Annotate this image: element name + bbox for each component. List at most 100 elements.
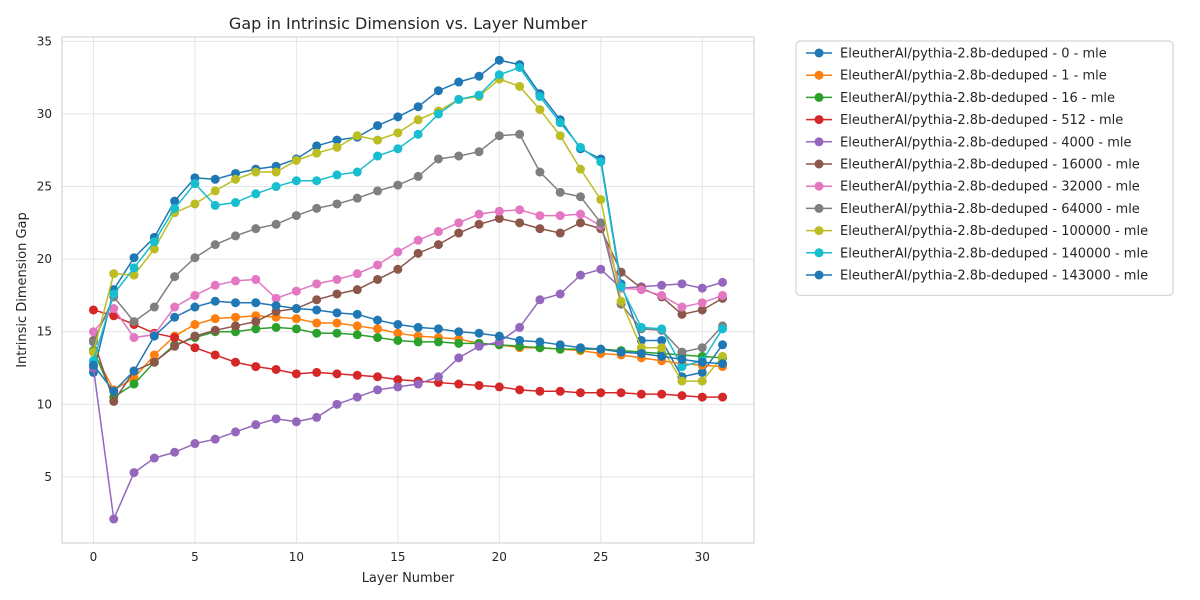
data-point bbox=[170, 341, 180, 351]
data-point bbox=[291, 176, 301, 186]
data-point bbox=[210, 325, 220, 335]
legend-item: EleutherAI/pythia-2.8b-deduped - 140000 … bbox=[806, 246, 1148, 261]
data-point bbox=[555, 118, 565, 128]
data-point bbox=[535, 224, 545, 234]
data-point bbox=[596, 344, 606, 354]
data-point bbox=[474, 219, 484, 229]
data-point bbox=[697, 305, 707, 315]
data-point bbox=[433, 227, 443, 237]
x-tick-label: 25 bbox=[593, 550, 608, 564]
data-point bbox=[515, 322, 525, 332]
legend-item: EleutherAI/pythia-2.8b-deduped - 0 - mle bbox=[806, 47, 1107, 62]
data-point bbox=[190, 253, 200, 263]
data-point bbox=[210, 296, 220, 306]
data-point bbox=[393, 128, 403, 138]
data-point bbox=[190, 290, 200, 300]
legend-marker bbox=[814, 92, 824, 102]
data-point bbox=[535, 92, 545, 102]
data-point bbox=[454, 77, 464, 87]
legend-item: EleutherAI/pythia-2.8b-deduped - 16000 -… bbox=[806, 158, 1140, 173]
data-point bbox=[677, 279, 687, 289]
data-point bbox=[393, 180, 403, 190]
data-point bbox=[677, 347, 687, 357]
data-point bbox=[373, 260, 383, 270]
data-point bbox=[251, 298, 261, 308]
data-point bbox=[494, 213, 504, 223]
data-point bbox=[555, 131, 565, 141]
data-point bbox=[677, 362, 687, 372]
data-point bbox=[170, 203, 180, 213]
data-point bbox=[474, 341, 484, 351]
data-point bbox=[575, 164, 585, 174]
data-point bbox=[636, 389, 646, 399]
data-point bbox=[474, 328, 484, 338]
legend-label: EleutherAI/pythia-2.8b-deduped - 4000 - … bbox=[840, 135, 1132, 150]
data-point bbox=[555, 340, 565, 350]
data-point bbox=[271, 414, 281, 424]
series-10 bbox=[88, 296, 728, 396]
data-point bbox=[129, 333, 139, 343]
data-point bbox=[312, 295, 322, 305]
data-point bbox=[413, 171, 423, 181]
data-point bbox=[109, 304, 119, 314]
series-5 bbox=[88, 213, 728, 406]
series-8 bbox=[88, 74, 728, 386]
data-point bbox=[129, 366, 139, 376]
data-point bbox=[718, 277, 728, 287]
data-point bbox=[332, 399, 342, 409]
data-point bbox=[616, 296, 626, 306]
legend-marker bbox=[814, 203, 824, 213]
data-point bbox=[291, 417, 301, 427]
x-tick-label: 10 bbox=[289, 550, 304, 564]
data-point bbox=[535, 211, 545, 221]
data-point bbox=[251, 420, 261, 430]
data-point bbox=[312, 412, 322, 422]
data-point bbox=[332, 369, 342, 379]
series-line bbox=[92, 268, 723, 522]
data-point bbox=[454, 228, 464, 238]
data-point bbox=[555, 386, 565, 396]
data-point bbox=[231, 298, 241, 308]
data-point bbox=[271, 364, 281, 374]
data-point bbox=[373, 333, 383, 343]
data-point bbox=[291, 314, 301, 324]
data-point bbox=[170, 447, 180, 457]
legend-item: EleutherAI/pythia-2.8b-deduped - 143000 … bbox=[806, 269, 1148, 284]
data-point bbox=[109, 311, 119, 321]
data-point bbox=[332, 274, 342, 284]
data-point bbox=[454, 94, 464, 104]
data-point bbox=[718, 324, 728, 334]
legend-marker bbox=[814, 248, 824, 258]
data-point bbox=[190, 343, 200, 353]
data-point bbox=[251, 317, 261, 327]
x-tick-label: 30 bbox=[695, 550, 710, 564]
data-point bbox=[657, 351, 667, 361]
data-point bbox=[312, 279, 322, 289]
data-point bbox=[352, 309, 362, 319]
data-point bbox=[291, 304, 301, 314]
data-point bbox=[210, 174, 220, 184]
data-point bbox=[190, 179, 200, 189]
data-point bbox=[413, 129, 423, 139]
data-point bbox=[697, 376, 707, 386]
data-point bbox=[494, 331, 504, 341]
data-point bbox=[697, 357, 707, 367]
data-point bbox=[291, 286, 301, 296]
data-point bbox=[596, 218, 606, 228]
data-point bbox=[474, 90, 484, 100]
data-point bbox=[596, 264, 606, 274]
data-point bbox=[312, 203, 322, 213]
data-point bbox=[555, 211, 565, 221]
data-point bbox=[657, 335, 667, 345]
data-point bbox=[352, 131, 362, 141]
data-point bbox=[393, 335, 403, 345]
data-point bbox=[413, 322, 423, 332]
series-line bbox=[93, 309, 723, 398]
data-point bbox=[718, 359, 728, 369]
data-point bbox=[210, 350, 220, 360]
data-point bbox=[494, 55, 504, 65]
x-tick-label: 20 bbox=[492, 550, 507, 564]
data-point bbox=[575, 209, 585, 219]
legend-label: EleutherAI/pythia-2.8b-deduped - 143000 … bbox=[840, 269, 1148, 284]
data-point bbox=[332, 318, 342, 328]
